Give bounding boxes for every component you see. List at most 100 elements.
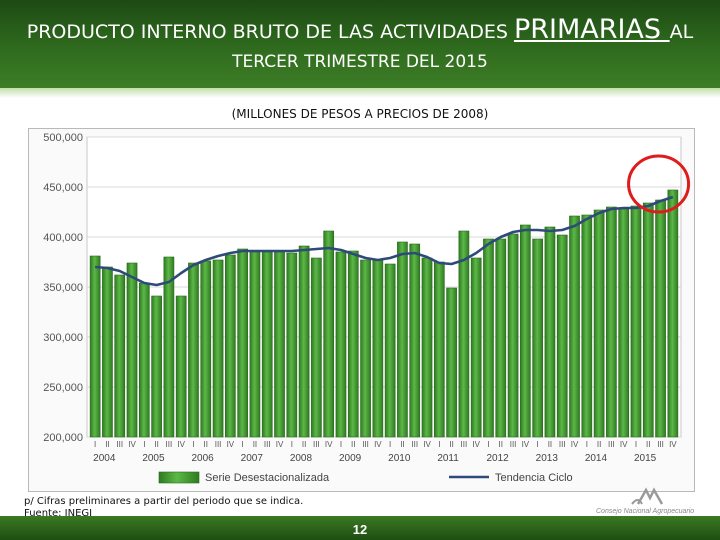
y-tick-label: 250,000 (43, 382, 83, 394)
bar (138, 282, 150, 438)
bar (102, 266, 113, 438)
x-quarter-label: I (487, 440, 489, 449)
bar (520, 224, 531, 438)
y-tick-label: 350,000 (43, 282, 83, 294)
x-quarter-label: II (548, 440, 552, 449)
bar (421, 257, 433, 438)
x-quarter-label: III (264, 440, 271, 449)
x-quarter-label: II (449, 440, 453, 449)
x-quarter-label: II (646, 440, 650, 449)
x-year-label: 2015 (634, 453, 657, 464)
x-quarter-label: IV (128, 440, 136, 449)
x-year-label: 2007 (241, 453, 264, 464)
bar (593, 209, 605, 438)
bar (347, 250, 359, 438)
bar (335, 251, 347, 438)
bar (212, 259, 224, 438)
bar (618, 208, 630, 438)
title-highlight: PRIMARIAS (513, 14, 670, 45)
bar (667, 189, 679, 438)
x-quarter-label: I (438, 440, 440, 449)
x-quarter-label: IV (620, 440, 628, 449)
highlight-circle (627, 154, 691, 214)
footer-bar (0, 516, 720, 540)
x-quarter-label: III (657, 440, 664, 449)
x-quarter-label: II (105, 440, 109, 449)
bar (311, 257, 322, 438)
x-quarter-label: IV (522, 440, 530, 449)
x-quarter-label: II (204, 440, 208, 449)
bar (642, 202, 654, 438)
x-quarter-label: I (143, 440, 145, 449)
bar (225, 254, 236, 438)
bar (298, 245, 310, 438)
page-number: 12 (352, 522, 368, 537)
bar (606, 206, 617, 438)
bar (249, 251, 261, 438)
x-year-label: 2012 (486, 453, 509, 464)
bar (384, 263, 396, 438)
x-quarter-label: III (461, 440, 468, 449)
x-quarter-label: IV (374, 440, 382, 449)
bar (544, 226, 556, 438)
bar (323, 230, 335, 438)
bar (372, 259, 384, 438)
bar (175, 295, 187, 438)
x-year-label: 2008 (290, 453, 313, 464)
y-tick-label: 200,000 (43, 432, 83, 444)
bar (458, 230, 470, 438)
x-quarter-label: I (586, 440, 588, 449)
legend-label-series: Serie Desestacionalizada (205, 472, 330, 484)
bar (360, 259, 371, 438)
x-quarter-label: II (351, 440, 355, 449)
chart-subtitle: (MILLONES DE PESOS A PRECIOS DE 2008) (231, 107, 489, 121)
x-quarter-label: I (242, 440, 244, 449)
y-tick-label: 500,000 (43, 132, 83, 144)
x-quarter-label: I (291, 440, 293, 449)
page-title-line2: TERCER TRIMESTRE DEL 2015 (232, 52, 488, 72)
x-quarter-label: IV (325, 440, 333, 449)
title-part1: PRODUCTO INTERNO BRUTO DE LAS ACTIVIDADE… (26, 21, 514, 43)
x-quarter-label: IV (276, 440, 284, 449)
trend-line (94, 195, 674, 287)
bar (126, 262, 138, 438)
x-quarter-label: III (313, 440, 320, 449)
x-quarter-label: III (608, 440, 615, 449)
x-quarter-label: II (597, 440, 601, 449)
y-tick-label: 450,000 (43, 182, 83, 194)
x-quarter-label: IV (571, 440, 579, 449)
x-quarter-label: I (340, 440, 342, 449)
bar (655, 199, 666, 438)
x-quarter-label: I (389, 440, 391, 449)
bar (532, 238, 543, 438)
bar (630, 205, 642, 438)
bar (114, 274, 126, 438)
bar (237, 248, 248, 438)
x-quarter-label: IV (423, 440, 431, 449)
x-year-label: 2014 (585, 453, 608, 464)
x-quarter-label: III (362, 440, 369, 449)
x-quarter-label: I (94, 440, 96, 449)
x-quarter-label: III (166, 440, 173, 449)
x-year-label: 2005 (142, 453, 165, 464)
x-year-label: 2004 (93, 453, 116, 464)
x-quarter-label: IV (669, 440, 677, 449)
bar (569, 215, 580, 438)
pib-chart: 200,000 250,000 300,000 350,000 400,000 450,0… (43, 132, 691, 484)
x-quarter-label: II (253, 440, 257, 449)
header-divider (0, 88, 720, 98)
x-quarter-label: II (302, 440, 306, 449)
y-tick-label: 400,000 (43, 232, 83, 244)
x-quarter-label: II (400, 440, 404, 449)
legend-label-trend: Tendencia Ciclo (495, 472, 573, 484)
bar (261, 251, 273, 438)
bar (556, 234, 568, 438)
cna-logo-icon (631, 487, 664, 505)
x-quarter-label: IV (227, 440, 235, 449)
bar (200, 260, 212, 438)
footnote: p/ Cifras preliminares a partir del peri… (24, 496, 303, 520)
x-quarter-label: III (411, 440, 418, 449)
x-quarter-label: II (499, 440, 503, 449)
x-quarter-label: III (510, 440, 517, 449)
bar (409, 243, 421, 438)
